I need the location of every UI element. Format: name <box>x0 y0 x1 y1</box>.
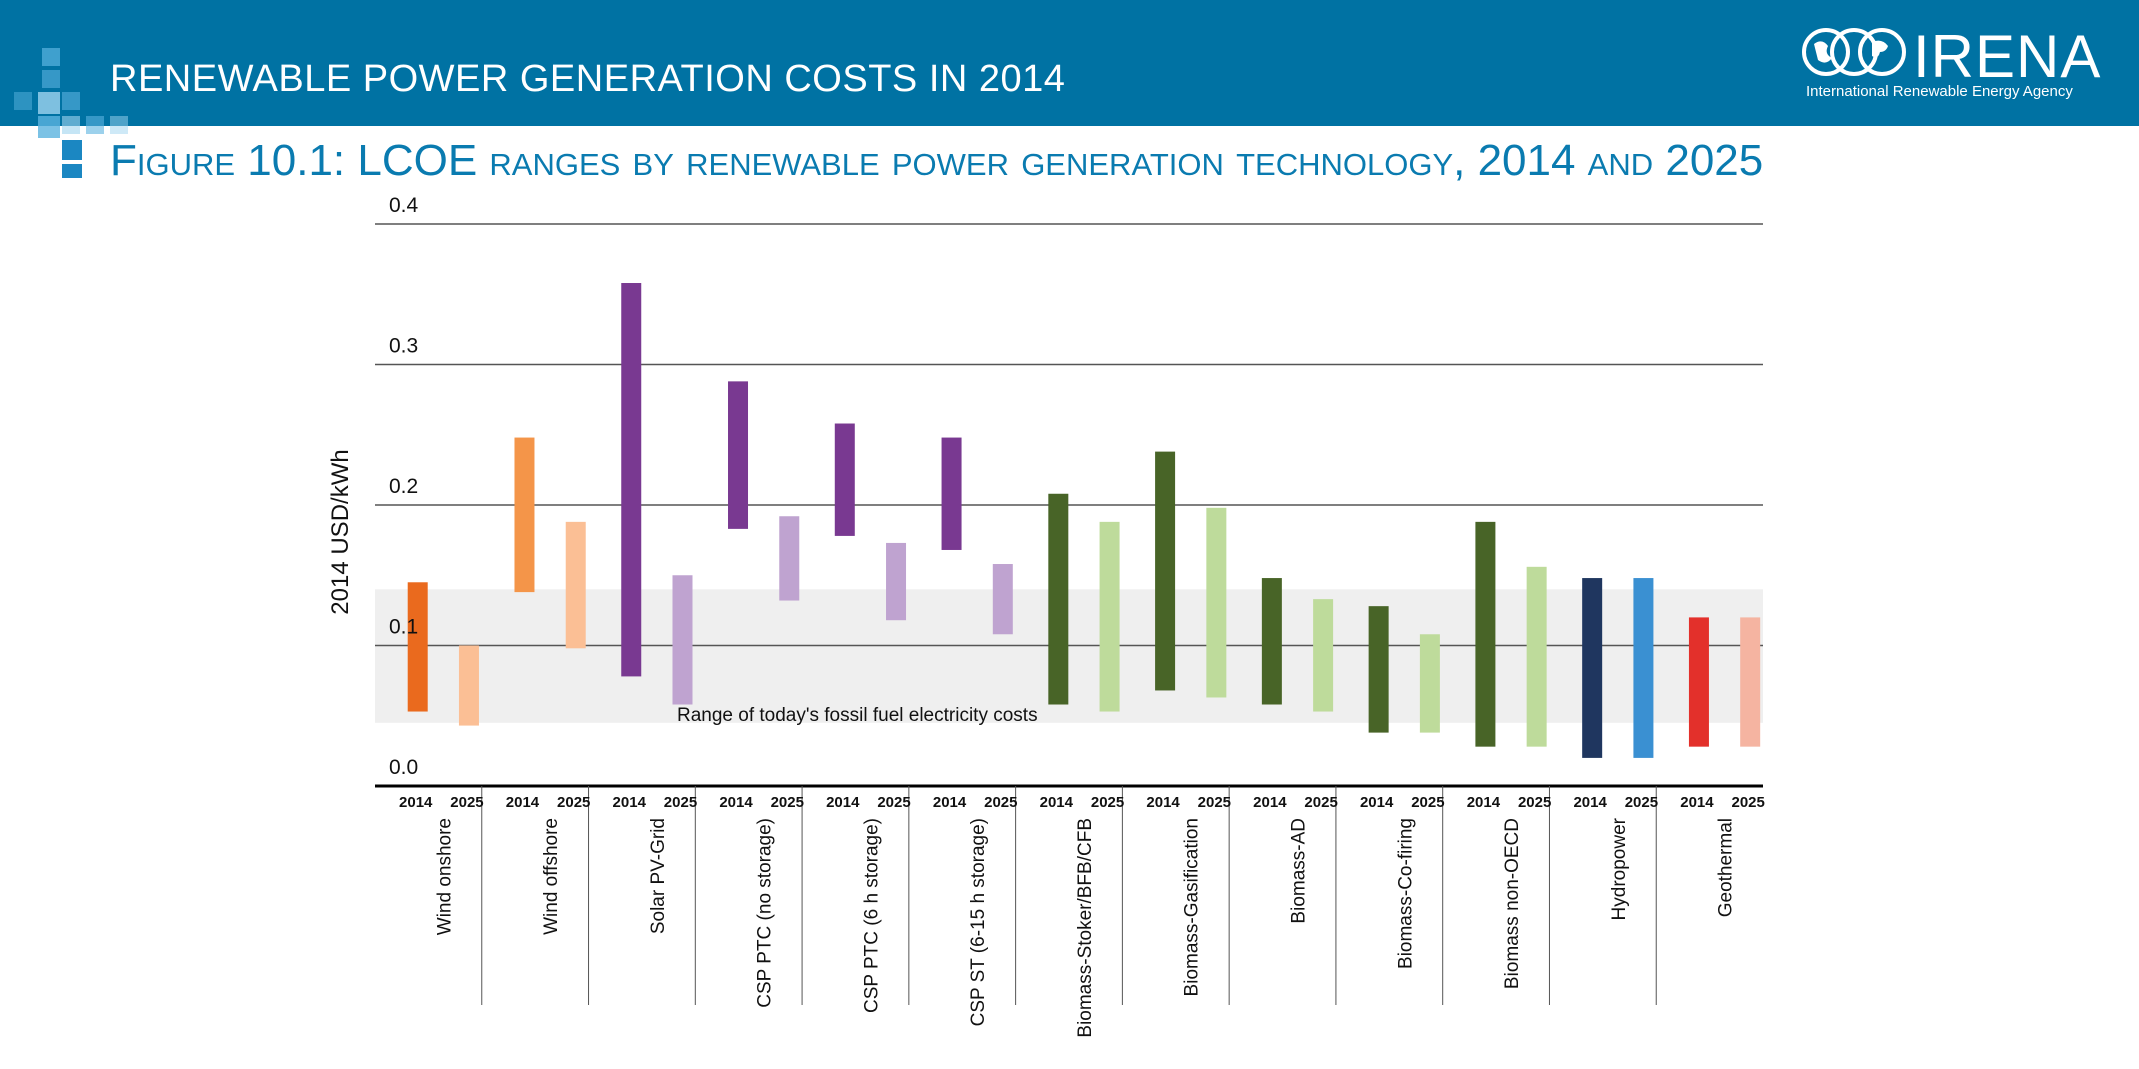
category-label: Biomass-Gasification <box>1182 818 1203 996</box>
range-bar <box>1526 566 1547 747</box>
category-label: CSP ST (6-15 h storage) <box>968 818 989 1026</box>
range-bar <box>621 283 642 677</box>
year-label: 2025 <box>1411 794 1444 811</box>
year-label: 2025 <box>664 794 697 811</box>
range-bar <box>1419 634 1440 733</box>
year-label: 2014 <box>1680 794 1714 811</box>
range-bar <box>941 437 962 550</box>
year-label: 2025 <box>984 794 1017 811</box>
year-label: 2025 <box>450 794 483 811</box>
year-label: 2025 <box>1518 794 1551 811</box>
y-tick-label: 0.2 <box>389 475 418 498</box>
range-bar <box>514 437 535 593</box>
year-label: 2025 <box>1625 794 1658 811</box>
year-label: 2014 <box>399 794 433 811</box>
year-label: 2025 <box>1732 794 1765 811</box>
range-bar <box>1475 521 1496 747</box>
year-label: 2025 <box>1091 794 1124 811</box>
fossil-band-label: Range of today's fossil fuel electricity… <box>677 705 1038 726</box>
year-label: 2014 <box>1467 794 1501 811</box>
range-bar <box>1313 599 1334 712</box>
y-axis-label: 2014 USD/kWh <box>327 449 354 614</box>
range-bar <box>1688 617 1709 747</box>
range-bar <box>834 423 855 536</box>
year-label: 2014 <box>1573 794 1607 811</box>
globe-rings-icon <box>1802 28 1906 76</box>
range-bar <box>1261 578 1282 705</box>
range-bar <box>565 521 586 649</box>
year-label: 2025 <box>1198 794 1231 811</box>
year-label: 2025 <box>557 794 590 811</box>
y-tick-label: 0.4 <box>389 194 419 217</box>
year-label: 2014 <box>1146 794 1180 811</box>
year-label: 2014 <box>826 794 860 811</box>
decorative-squares-icon <box>14 48 128 178</box>
y-tick-label: 0.1 <box>389 616 418 639</box>
range-bar <box>1740 617 1761 747</box>
logo-subtitle: International Renewable Energy Agency <box>1806 83 2073 100</box>
range-bar <box>1048 493 1069 705</box>
irena-logo: IRENA International Renewable Energy Age… <box>1800 23 2100 106</box>
category-label: Biomass non-OECD <box>1502 818 1523 989</box>
year-label: 2025 <box>877 794 910 811</box>
year-label: 2014 <box>719 794 753 811</box>
category-label: Biomass-Stoker/BFB/CFB <box>1075 818 1096 1038</box>
category-label: CSP PTC (6 h storage) <box>861 818 882 1013</box>
range-bar <box>1368 606 1389 733</box>
year-label: 2025 <box>1304 794 1337 811</box>
category-label: Wind onshore <box>434 818 455 935</box>
category-label: Wind offshore <box>541 818 562 935</box>
range-bar <box>728 381 749 529</box>
year-label: 2014 <box>613 794 647 811</box>
year-label: 2014 <box>506 794 540 811</box>
header-bar: RENEWABLE POWER GENERATION COSTS IN 2014… <box>0 0 2139 126</box>
figure-title: Figure 10.1: LCOE ranges by renewable po… <box>110 136 1764 185</box>
range-bar <box>779 516 800 601</box>
category-label: Hydropower <box>1609 817 1630 920</box>
range-bar <box>1155 451 1176 691</box>
year-label: 2014 <box>1040 794 1074 811</box>
logo-text: IRENA <box>1913 23 2102 90</box>
year-label: 2014 <box>1253 794 1287 811</box>
y-tick-label: 0.0 <box>389 756 418 779</box>
year-label: 2014 <box>933 794 967 811</box>
category-label: Geothermal <box>1716 818 1737 917</box>
range-bar <box>407 582 428 712</box>
category-label: Biomass-AD <box>1288 818 1309 924</box>
range-bar <box>458 645 479 726</box>
range-bar <box>992 564 1013 635</box>
category-label: Solar PV-Grid <box>648 818 669 934</box>
range-bar <box>1633 578 1654 758</box>
header-title: RENEWABLE POWER GENERATION COSTS IN 2014 <box>110 58 1066 100</box>
range-bar <box>1099 521 1120 712</box>
year-label: 2014 <box>1360 794 1394 811</box>
range-bar <box>886 542 907 621</box>
category-label: Biomass-Co-firing <box>1395 818 1416 969</box>
range-bar <box>1582 578 1603 758</box>
y-tick-label: 0.3 <box>389 335 418 358</box>
range-bar <box>672 575 693 705</box>
year-label: 2025 <box>771 794 804 811</box>
range-bar <box>1206 507 1227 698</box>
category-label: CSP PTC (no storage) <box>755 818 776 1008</box>
